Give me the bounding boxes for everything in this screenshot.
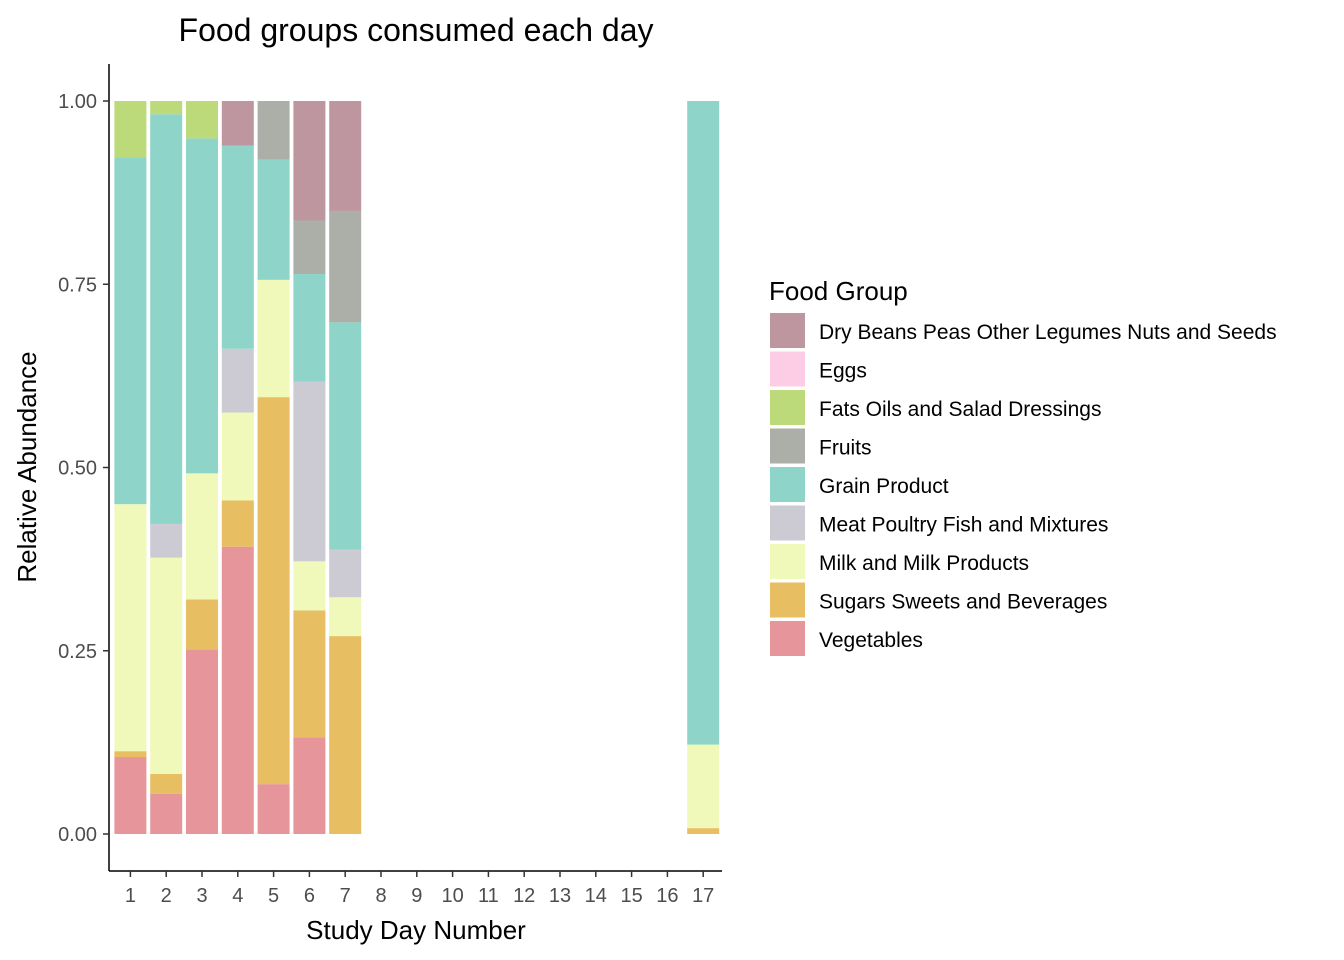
bar-segment-day-1-grain-product [114,157,147,505]
y-tick-label: 0.00 [58,824,97,846]
legend-label: Dry Beans Peas Other Legumes Nuts and Se… [819,321,1277,344]
bar-segment-day-4-sugars-sweets-and-beverages [221,500,254,547]
bar-segment-day-6-sugars-sweets-and-beverages [293,610,326,738]
x-tick-label: 9 [411,885,422,907]
legend: Food Group Dry Beans Peas Other Legumes … [769,276,1277,656]
bar-segment-day-6-fruits [293,220,326,274]
bar-segment-day-7-sugars-sweets-and-beverages [329,636,362,834]
bar-segment-day-3-milk-and-milk-products [186,473,218,600]
bar-segment-day-6-meat-poultry-fish-and-mixtures [293,381,326,562]
y-tick-label: 1.00 [58,91,97,113]
x-tick-label: 12 [513,885,535,907]
legend-swatch [770,544,805,579]
legend-swatch [770,621,805,656]
bar-segment-day-7-fruits [329,210,362,323]
bar-segment-day-6-grain-product [293,273,326,382]
legend-label: Sugars Sweets and Beverages [819,591,1107,614]
legend-label: Milk and Milk Products [819,552,1029,575]
bar-segment-day-4-milk-and-milk-products [221,412,254,501]
bar-segment-day-5-sugars-sweets-and-beverages [257,397,290,785]
legend-swatch [770,467,805,502]
bar-segment-day-2-grain-product [150,114,183,524]
x-tick-label: 7 [340,885,351,907]
bar-segment-day-6-dry-beans-peas-other-legumes-nuts-and-seeds [293,101,326,221]
legend-swatch [770,351,805,387]
bar-segment-day-7-dry-beans-peas-other-legumes-nuts-and-seeds [329,101,362,211]
bar-segment-day-17-milk-and-milk-products [687,744,720,829]
x-axis: 1 2 3 4 5 6 7 8 9 10 11 12 13 14 15 16 17 [125,871,714,907]
bar-segment-day-2-milk-and-milk-products [150,557,183,774]
x-tick-label: 6 [304,885,315,907]
bar-segment-day-7-milk-and-milk-products [329,597,362,637]
legend-swatch [770,582,805,618]
x-tick-label: 1 [125,885,136,907]
bar-segment-day-1-vegetables [114,757,147,834]
bar-segment-day-7-meat-poultry-fish-and-mixtures [329,549,362,598]
bar-segment-day-3-grain-product [186,138,218,474]
y-tick-label: 0.50 [58,458,97,480]
legend-title: Food Group [769,276,908,306]
legend-swatch [770,505,805,541]
bar-segment-day-5-vegetables [257,784,290,834]
bars-group [114,101,720,834]
bar-segment-day-1-milk-and-milk-products [114,504,147,752]
bar-segment-day-5-grain-product [257,159,290,280]
x-tick-label: 11 [478,885,499,907]
bar-segment-day-17-grain-product [687,101,720,745]
legend-swatch [770,428,805,464]
bar-segment-day-5-milk-and-milk-products [257,279,290,398]
x-tick-label: 5 [268,885,279,907]
x-axis-title: Study Day Number [306,915,526,945]
x-tick-label: 13 [549,885,571,907]
bar-segment-day-6-vegetables [293,737,326,834]
x-tick-label: 2 [161,885,172,907]
chart-title: Food groups consumed each day [179,12,654,48]
y-axis: 0.00 0.25 0.50 0.75 1.00 [58,91,109,846]
y-tick-label: 0.25 [58,641,97,663]
bar-segment-day-2-vegetables [150,793,183,834]
legend-swatch [770,313,805,348]
x-tick-label: 3 [196,885,207,907]
bar-segment-day-2-meat-poultry-fish-and-mixtures [150,523,183,558]
y-tick-label: 0.75 [58,274,97,296]
legend-label: Meat Poultry Fish and Mixtures [819,514,1108,537]
legend-label: Grain Product [819,475,949,498]
legend-label: Fruits [819,437,872,460]
bar-segment-day-7-grain-product [329,322,362,550]
x-tick-label: 16 [656,885,678,907]
x-tick-label: 14 [585,885,607,907]
bar-segment-day-4-grain-product [221,145,254,349]
bar-segment-day-1-fats-oils-and-salad-dressings [114,101,147,158]
bar-segment-day-4-dry-beans-peas-other-legumes-nuts-and-seeds [221,101,254,146]
x-tick-label: 10 [441,885,463,907]
x-tick-label: 8 [375,885,386,907]
bar-segment-day-3-fats-oils-and-salad-dressings [186,101,218,139]
bar-segment-day-2-sugars-sweets-and-beverages [150,773,183,794]
bar-segment-day-3-vegetables [186,649,218,834]
y-axis-title: Relative Abundance [12,351,42,582]
legend-swatch [770,390,805,425]
bar-segment-day-4-vegetables [221,546,254,834]
legend-label: Vegetables [819,629,923,652]
x-tick-label: 15 [620,885,642,907]
x-tick-label: 4 [232,885,243,907]
x-tick-label: 17 [692,885,714,907]
bar-segment-day-4-meat-poultry-fish-and-mixtures [221,348,254,413]
bar-segment-day-17-sugars-sweets-and-beverages [687,828,720,834]
bar-segment-day-5-fruits [257,101,290,160]
bar-segment-day-1-sugars-sweets-and-beverages [114,751,147,758]
bar-segment-day-6-milk-and-milk-products [293,561,326,611]
bar-segment-day-3-sugars-sweets-and-beverages [186,599,218,650]
legend-label: Fats Oils and Salad Dressings [819,398,1101,421]
legend-label: Eggs [819,360,867,383]
bar-segment-day-2-fats-oils-and-salad-dressings [150,101,183,115]
